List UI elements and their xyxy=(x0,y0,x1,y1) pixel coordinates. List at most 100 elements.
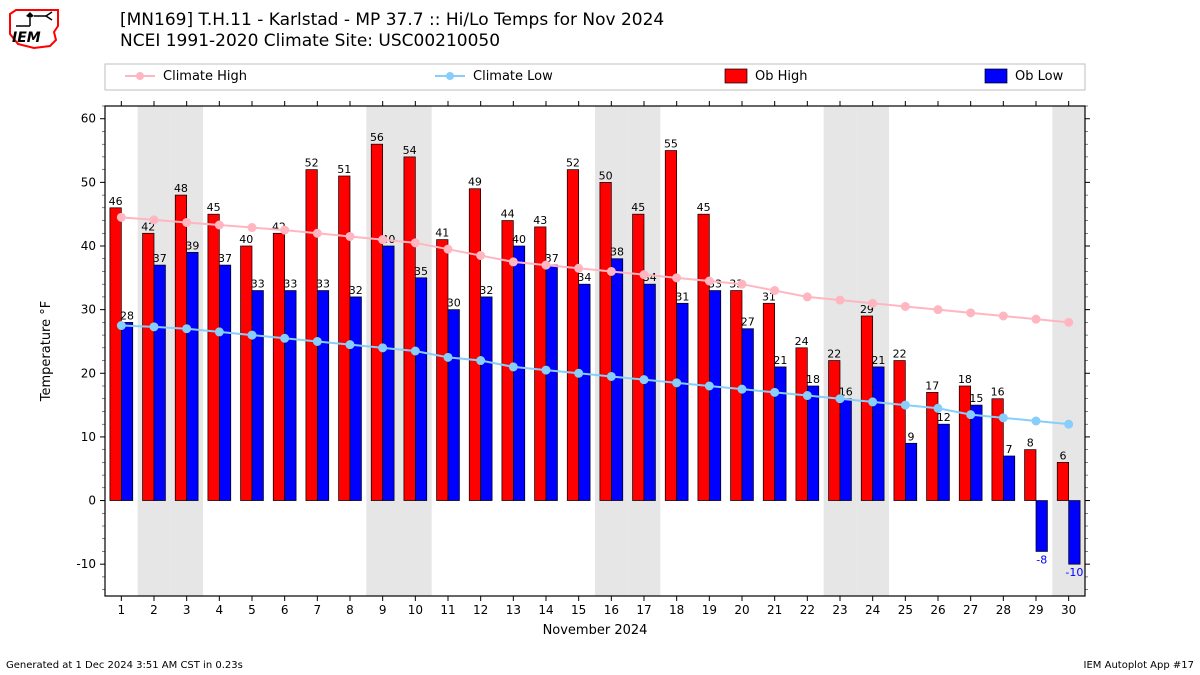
svg-text:51: 51 xyxy=(337,163,351,176)
svg-text:33: 33 xyxy=(316,278,330,291)
svg-text:34: 34 xyxy=(577,271,591,284)
svg-text:45: 45 xyxy=(207,201,221,214)
svg-text:22: 22 xyxy=(893,348,907,361)
svg-text:19: 19 xyxy=(702,603,717,617)
footer-generated: Generated at 1 Dec 2024 3:51 AM CST in 0… xyxy=(6,660,243,671)
svg-text:8: 8 xyxy=(1027,437,1034,450)
svg-text:24: 24 xyxy=(865,603,880,617)
svg-text:55: 55 xyxy=(664,138,678,151)
svg-text:26: 26 xyxy=(930,603,945,617)
svg-text:6: 6 xyxy=(281,603,289,617)
iem-logo: IEM xyxy=(6,6,62,55)
svg-text:Ob High: Ob High xyxy=(755,69,808,84)
svg-text:Ob Low: Ob Low xyxy=(1015,69,1064,84)
svg-text:8: 8 xyxy=(346,603,354,617)
svg-text:Temperature °F: Temperature °F xyxy=(39,301,54,402)
svg-text:32: 32 xyxy=(479,284,493,297)
svg-text:7: 7 xyxy=(1006,443,1013,456)
svg-text:35: 35 xyxy=(414,265,428,278)
svg-text:48: 48 xyxy=(174,182,188,195)
svg-text:16: 16 xyxy=(991,386,1005,399)
svg-text:54: 54 xyxy=(403,144,417,157)
svg-text:56: 56 xyxy=(370,131,384,144)
chart-title-block: [MN169] T.H.11 - Karlstad - MP 37.7 :: H… xyxy=(120,10,664,53)
svg-text:7: 7 xyxy=(314,603,322,617)
temperature-chart: -100102030405060123456789101112131415161… xyxy=(0,56,1200,656)
footer-app: IEM Autoplot App #17 xyxy=(1084,660,1194,671)
svg-text:45: 45 xyxy=(631,201,645,214)
svg-text:14: 14 xyxy=(538,603,553,617)
svg-text:22: 22 xyxy=(800,603,815,617)
svg-text:45: 45 xyxy=(697,201,711,214)
svg-text:10: 10 xyxy=(408,603,423,617)
svg-text:21: 21 xyxy=(767,603,782,617)
svg-text:39: 39 xyxy=(185,239,199,252)
svg-text:15: 15 xyxy=(571,603,586,617)
svg-text:30: 30 xyxy=(1061,603,1076,617)
svg-text:27: 27 xyxy=(963,603,978,617)
svg-text:10: 10 xyxy=(81,430,96,444)
svg-text:12: 12 xyxy=(473,603,488,617)
svg-text:16: 16 xyxy=(604,603,619,617)
svg-text:28: 28 xyxy=(996,603,1011,617)
svg-text:17: 17 xyxy=(925,379,939,392)
svg-text:20: 20 xyxy=(734,603,749,617)
svg-text:3: 3 xyxy=(183,603,191,617)
svg-text:37: 37 xyxy=(218,252,232,265)
svg-text:Climate Low: Climate Low xyxy=(473,69,553,84)
svg-text:52: 52 xyxy=(305,157,319,170)
svg-text:41: 41 xyxy=(435,227,449,240)
svg-text:44: 44 xyxy=(501,208,515,221)
svg-text:Climate High: Climate High xyxy=(163,69,247,84)
svg-text:2: 2 xyxy=(150,603,158,617)
svg-text:13: 13 xyxy=(506,603,521,617)
svg-text:-8: -8 xyxy=(1036,553,1047,566)
svg-text:9: 9 xyxy=(379,603,387,617)
svg-text:24: 24 xyxy=(795,335,809,348)
svg-text:25: 25 xyxy=(898,603,913,617)
svg-text:21: 21 xyxy=(773,354,787,367)
svg-text:-10: -10 xyxy=(1065,566,1083,579)
svg-text:15: 15 xyxy=(969,392,983,405)
svg-text:November 2024: November 2024 xyxy=(543,623,648,638)
svg-text:30: 30 xyxy=(81,303,96,317)
svg-text:18: 18 xyxy=(958,373,972,386)
svg-text:29: 29 xyxy=(1028,603,1043,617)
svg-text:11: 11 xyxy=(440,603,455,617)
svg-text:6: 6 xyxy=(1059,449,1066,462)
svg-text:38: 38 xyxy=(610,246,624,259)
chart-title-line2: NCEI 1991-2020 Climate Site: USC00210050 xyxy=(120,31,664,52)
svg-text:5: 5 xyxy=(248,603,256,617)
svg-text:18: 18 xyxy=(669,603,684,617)
svg-text:1: 1 xyxy=(118,603,126,617)
svg-text:46: 46 xyxy=(109,195,123,208)
svg-text:18: 18 xyxy=(806,373,820,386)
svg-text:23: 23 xyxy=(832,603,847,617)
svg-text:40: 40 xyxy=(512,233,526,246)
svg-text:52: 52 xyxy=(566,157,580,170)
svg-text:22: 22 xyxy=(827,348,841,361)
svg-text:28: 28 xyxy=(120,309,134,322)
svg-text:49: 49 xyxy=(468,176,482,189)
svg-text:0: 0 xyxy=(88,494,96,508)
svg-text:60: 60 xyxy=(81,112,96,126)
svg-text:9: 9 xyxy=(908,430,915,443)
svg-text:33: 33 xyxy=(251,278,265,291)
svg-text:40: 40 xyxy=(239,233,253,246)
svg-text:17: 17 xyxy=(636,603,651,617)
svg-text:43: 43 xyxy=(533,214,547,227)
svg-text:21: 21 xyxy=(871,354,885,367)
svg-text:50: 50 xyxy=(599,169,613,182)
svg-text:20: 20 xyxy=(81,366,96,380)
svg-text:40: 40 xyxy=(81,239,96,253)
svg-text:-10: -10 xyxy=(76,557,96,571)
svg-text:4: 4 xyxy=(216,603,224,617)
svg-text:30: 30 xyxy=(447,297,461,310)
svg-text:12: 12 xyxy=(937,411,951,424)
svg-text:33: 33 xyxy=(283,278,297,291)
svg-text:50: 50 xyxy=(81,175,96,189)
chart-title-line1: [MN169] T.H.11 - Karlstad - MP 37.7 :: H… xyxy=(120,10,664,31)
svg-text:37: 37 xyxy=(153,252,167,265)
logo-text: IEM xyxy=(12,30,41,46)
svg-text:27: 27 xyxy=(741,316,755,329)
